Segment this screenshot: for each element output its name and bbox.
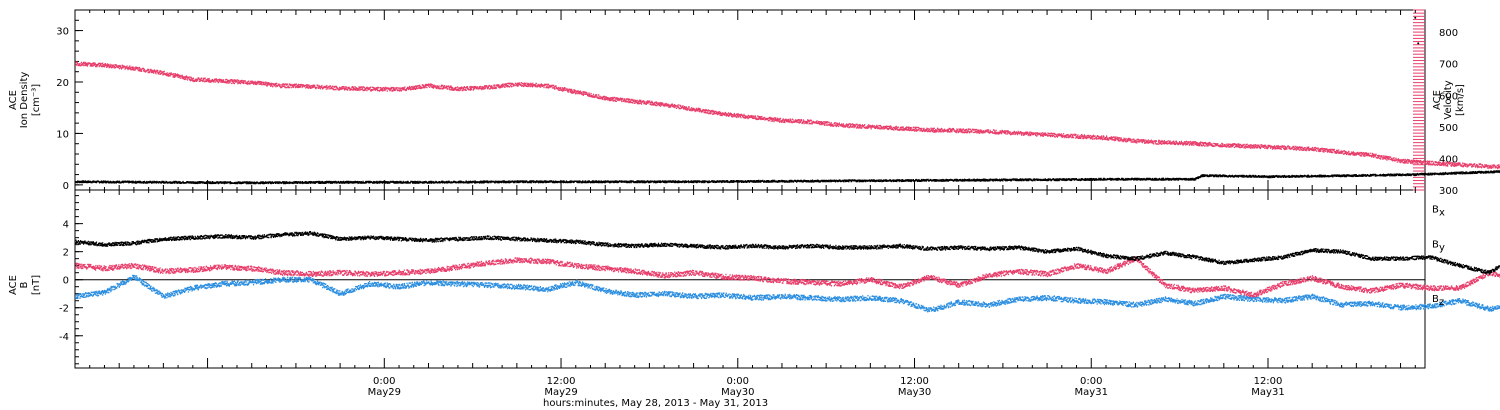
bottom-left-tick-label: -4	[59, 332, 69, 343]
top-right-ylabel-line2: Velocity	[1443, 80, 1454, 119]
bottom-left-tick-label: -2	[59, 304, 69, 315]
top-left-ticks: 0 10 20 30	[56, 9, 83, 192]
bottom-left-ylabel-line3: [nT]	[31, 275, 42, 295]
x-tick-day-label: May30	[898, 387, 931, 398]
bottom-left-tick-label: 4	[63, 220, 69, 231]
series-blue-points	[75, 274, 1500, 313]
top-right-ticks: 300 400 500 600 700 800	[1413, 9, 1458, 197]
legend-subscript-y: y	[1439, 242, 1445, 253]
top-left-tick-label: 20	[56, 78, 69, 89]
x-tick-day-label: May31	[1251, 387, 1284, 398]
outlier-point	[1414, 16, 1417, 19]
top-right-tick-label: 500	[1439, 123, 1458, 134]
top-right-tick-label: 600	[1439, 91, 1458, 102]
top-left-ylabel-line1: ACE	[8, 90, 19, 110]
top-left-ylabel-line3: [cm⁻³]	[31, 84, 42, 116]
top-series	[75, 16, 1500, 185]
x-tick-time-label: 12:00	[547, 376, 576, 387]
x-tick-time-label: 0:00	[373, 376, 395, 387]
legend-label-by: B	[1432, 239, 1439, 250]
bottom-left-ylabel-line2: B	[19, 281, 30, 288]
top-right-tick-label: 700	[1439, 60, 1458, 71]
bottom-left-ylabel-line1: ACE	[8, 275, 19, 295]
top-right-ylabel-line1: ACE	[1432, 90, 1443, 110]
top-right-tick-label: 400	[1439, 154, 1458, 165]
outlier-point	[1417, 42, 1420, 45]
top-left-tick-label: 10	[56, 129, 69, 140]
legend-subscript-x: x	[1439, 207, 1445, 218]
series-red-points	[75, 61, 1500, 170]
series-red-points	[75, 256, 1500, 298]
top-right-ylabel-line3: [km/s]	[1455, 84, 1466, 116]
x-tick-time-label: 12:00	[1254, 376, 1283, 387]
legend-label-bz: B	[1432, 294, 1439, 305]
bottom-left-tick-label: 2	[63, 248, 69, 259]
x-ticks: 0:00May2912:00May290:00May3012:00May300:…	[74, 10, 1416, 398]
x-tick-time-label: 12:00	[900, 376, 929, 387]
x-axis-title: hours:minutes, May 28, 2013 - May 31, 20…	[543, 398, 768, 409]
top-right-tick-label: 300	[1439, 186, 1458, 197]
x-tick-day-label: May30	[721, 387, 754, 398]
bottom-panel-frame	[74, 189, 1426, 369]
x-tick-time-label: 0:00	[727, 376, 749, 387]
top-left-ylabel-line2: Ion Density	[19, 72, 30, 129]
bottom-series	[75, 231, 1500, 313]
top-left-tick-label: 30	[56, 27, 69, 38]
top-left-tick-label: 0	[63, 181, 69, 192]
top-right-tick-label: 800	[1439, 28, 1458, 39]
series-black-points	[75, 231, 1500, 275]
top-panel-frame	[74, 9, 1426, 191]
bottom-left-ticks: -4 -2 0 2 4	[59, 195, 83, 365]
x-tick-day-label: May29	[368, 387, 401, 398]
x-tick-time-label: 0:00	[1080, 376, 1102, 387]
series-black-points	[75, 170, 1500, 185]
top-left-ylabel: ACE Ion Density [cm⁻³]	[8, 72, 42, 129]
bottom-left-ylabel: ACE B [nT]	[8, 275, 42, 295]
top-right-ylabel: ACE Velocity [km/s]	[1432, 80, 1466, 119]
legend-label-bx: B	[1432, 204, 1439, 215]
x-tick-day-label: May29	[544, 387, 577, 398]
legend-subscript-z: z	[1439, 297, 1444, 308]
bottom-left-tick-label: 0	[63, 276, 69, 287]
x-tick-day-label: May31	[1075, 387, 1108, 398]
